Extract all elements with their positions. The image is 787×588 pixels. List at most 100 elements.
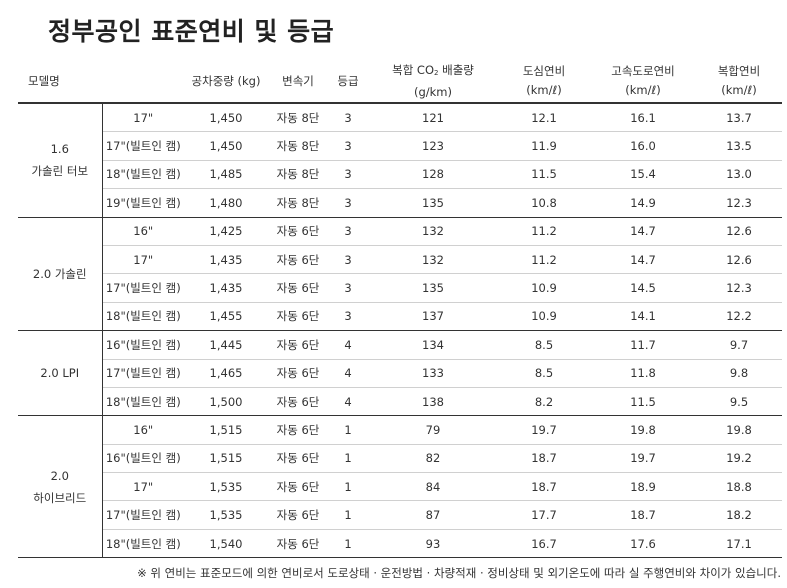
cell-grade: 4 <box>328 359 368 388</box>
header-highway: 고속도로연비 (km/ℓ) <box>590 60 696 104</box>
table-row: 18"(빌트인 캠) 1,485 자동 8단 3 128 11.5 15.4 13.0 <box>18 160 782 190</box>
header-combined-label: 복합연비 <box>717 64 761 78</box>
cell-city: 16.7 <box>498 529 590 559</box>
cell-co2: 137 <box>368 302 498 332</box>
header-co2: 복합 CO2 배출량 (g/km) <box>368 60 498 104</box>
cell-combined: 13.7 <box>696 103 782 133</box>
cell-trim: 18"(빌트인 캠) <box>102 160 184 190</box>
header-city-unit: (km/ℓ) <box>526 83 562 97</box>
fuel-economy-table: 모델명 공차중량 (kg) 변속기 등급 복합 CO2 배출량 (g/km) 도심… <box>18 60 782 559</box>
cell-transmission: 자동 8단 <box>268 131 328 161</box>
cell-weight: 1,425 <box>184 217 268 246</box>
cell-combined: 12.3 <box>696 273 782 303</box>
header-row: 모델명 공차중량 (kg) 변속기 등급 복합 CO2 배출량 (g/km) 도심… <box>18 60 782 104</box>
cell-city: 11.5 <box>498 160 590 190</box>
cell-transmission: 자동 8단 <box>268 188 328 218</box>
header-model: 모델명 <box>18 60 184 104</box>
model-name-line1: 1.6 <box>50 142 69 157</box>
cell-grade: 1 <box>328 444 368 474</box>
table-row: 18"(빌트인 캠) 1,540 자동 6단 1 93 16.7 17.6 17.1 <box>18 529 782 559</box>
header-highway-unit: (km/ℓ) <box>625 83 661 97</box>
table-row: 17"(빌트인 캠) 1,435 자동 6단 3 135 10.9 14.5 12.3 <box>18 273 782 303</box>
cell-weight: 1,435 <box>184 273 268 303</box>
table-row: 2.0 하이브리드 16" 1,515 자동 6단 1 79 19.7 19.8 19.8 <box>18 415 782 559</box>
cell-trim: 17" <box>102 472 184 502</box>
footnote: ※ 위 연비는 표준모드에 의한 연비로서 도로상태 · 운전방법 · 차량적재… <box>137 566 781 580</box>
cell-co2: 132 <box>368 245 498 275</box>
header-combined-unit: (km/ℓ) <box>721 83 757 97</box>
cell-grade: 1 <box>328 415 368 445</box>
cell-weight: 1,480 <box>184 188 268 218</box>
cell-city: 8.2 <box>498 387 590 417</box>
cell-highway: 14.5 <box>590 273 696 303</box>
cell-co2: 87 <box>368 500 498 530</box>
cell-city: 12.1 <box>498 103 590 133</box>
table-row: 2.0 가솔린 16" 1,425 자동 6단 3 132 11.2 14.7 12.6 <box>18 217 782 332</box>
table-row: 18"(빌트인 캠) 1,500 자동 6단 4 138 8.2 11.5 9.5 <box>18 387 782 417</box>
table-row: 17"(빌트인 캠) 1,450 자동 8단 3 123 11.9 16.0 13.5 <box>18 131 782 161</box>
cell-combined: 18.8 <box>696 472 782 502</box>
cell-trim: 17"(빌트인 캠) <box>102 131 184 161</box>
cell-co2: 84 <box>368 472 498 502</box>
cell-combined: 19.2 <box>696 444 782 474</box>
model-name-line2: 가솔린 터보 <box>31 164 89 179</box>
cell-trim: 18"(빌트인 캠) <box>102 302 184 332</box>
cell-city: 10.8 <box>498 188 590 218</box>
cell-co2: 135 <box>368 188 498 218</box>
cell-transmission: 자동 6단 <box>268 245 328 275</box>
cell-transmission: 자동 6단 <box>268 500 328 530</box>
cell-co2: 133 <box>368 359 498 388</box>
cell-transmission: 자동 6단 <box>268 330 328 360</box>
model-name-cell: 1.6 가솔린 터보 <box>18 103 103 218</box>
cell-weight: 1,535 <box>184 500 268 530</box>
cell-weight: 1,445 <box>184 330 268 360</box>
cell-grade: 1 <box>328 500 368 530</box>
cell-highway: 15.4 <box>590 160 696 190</box>
cell-weight: 1,435 <box>184 245 268 275</box>
cell-combined: 19.8 <box>696 415 782 445</box>
header-combined: 복합연비 (km/ℓ) <box>696 60 782 104</box>
cell-transmission: 자동 6단 <box>268 273 328 303</box>
cell-transmission: 자동 6단 <box>268 415 328 445</box>
model-name-cell: 2.0 LPI <box>18 330 103 417</box>
cell-grade: 3 <box>328 217 368 246</box>
cell-weight: 1,450 <box>184 131 268 161</box>
cell-grade: 3 <box>328 160 368 190</box>
cell-city: 18.7 <box>498 472 590 502</box>
cell-combined: 12.6 <box>696 217 782 246</box>
cell-co2: 93 <box>368 529 498 559</box>
cell-transmission: 자동 6단 <box>268 302 328 332</box>
cell-city: 18.7 <box>498 444 590 474</box>
cell-weight: 1,450 <box>184 103 268 133</box>
table-row: 1.6 가솔린 터보 17" 1,450 자동 8단 3 121 12.1 16.1 13.7 <box>18 103 782 218</box>
cell-combined: 12.2 <box>696 302 782 332</box>
cell-highway: 19.7 <box>590 444 696 474</box>
cell-transmission: 자동 6단 <box>268 217 328 246</box>
cell-weight: 1,515 <box>184 444 268 474</box>
cell-co2: 135 <box>368 273 498 303</box>
cell-grade: 3 <box>328 302 368 332</box>
cell-weight: 1,500 <box>184 387 268 417</box>
cell-combined: 13.0 <box>696 160 782 190</box>
cell-highway: 11.8 <box>590 359 696 388</box>
table-row: 17" 1,435 자동 6단 3 132 11.2 14.7 12.6 <box>18 245 782 275</box>
cell-combined: 9.8 <box>696 359 782 388</box>
cell-combined: 13.5 <box>696 131 782 161</box>
cell-grade: 1 <box>328 472 368 502</box>
model-name-line1: 2.0 <box>50 468 69 483</box>
cell-grade: 4 <box>328 387 368 417</box>
table-row: 17"(빌트인 캠) 1,465 자동 6단 4 133 8.5 11.8 9.8 <box>18 359 782 388</box>
cell-highway: 14.7 <box>590 245 696 275</box>
cell-co2: 134 <box>368 330 498 360</box>
table-row: 17" 1,535 자동 6단 1 84 18.7 18.9 18.8 <box>18 472 782 502</box>
cell-highway: 11.7 <box>590 330 696 360</box>
cell-city: 8.5 <box>498 330 590 360</box>
cell-transmission: 자동 6단 <box>268 472 328 502</box>
cell-city: 19.7 <box>498 415 590 445</box>
cell-trim: 18"(빌트인 캠) <box>102 387 184 417</box>
cell-trim: 19"(빌트인 캠) <box>102 188 184 218</box>
cell-trim: 17" <box>102 103 184 133</box>
cell-highway: 18.9 <box>590 472 696 502</box>
cell-transmission: 자동 6단 <box>268 444 328 474</box>
header-grade: 등급 <box>328 60 368 104</box>
